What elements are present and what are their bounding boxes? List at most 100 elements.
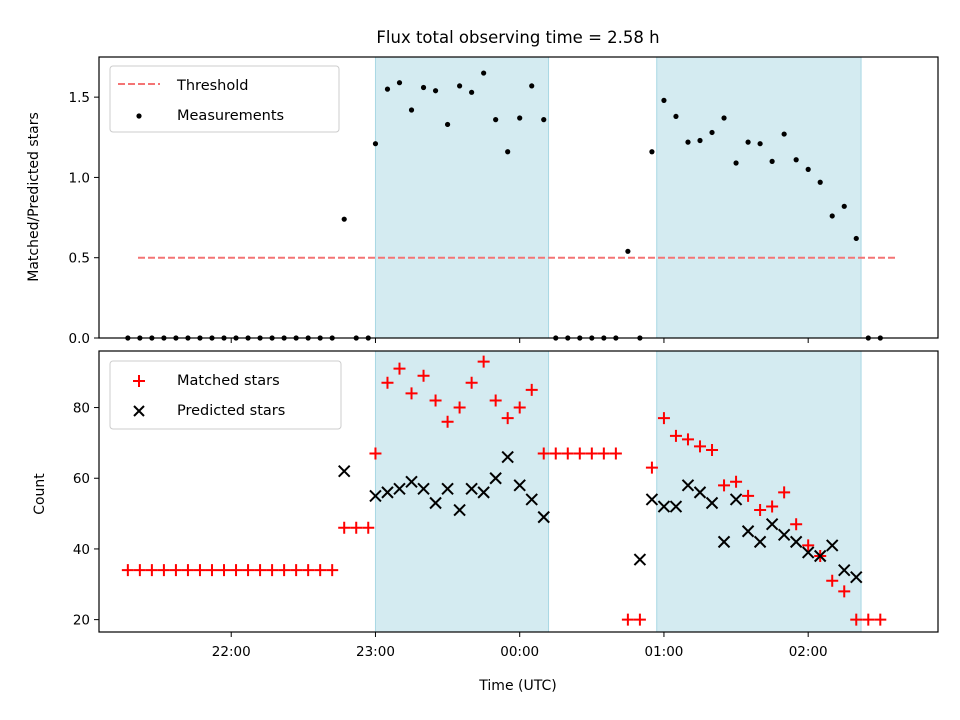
matched-star-point: [573, 447, 586, 460]
y-tick-label: 80: [73, 401, 90, 417]
matched-star-point: [417, 369, 430, 382]
matched-star-point: [477, 355, 490, 368]
predicted-star-point: [729, 493, 743, 506]
top-legend-box: [109, 65, 340, 133]
matched-star-point: [694, 440, 707, 453]
measurement-point: [661, 97, 667, 103]
measurement-point: [457, 83, 463, 89]
predicted-star-point: [645, 493, 659, 506]
measurement-point: [829, 213, 835, 219]
matched-star-point: [205, 564, 218, 577]
predicted-star-point: [633, 553, 647, 566]
measurement-point: [396, 80, 403, 86]
measurement-point: [384, 86, 391, 92]
matched-star-point: [597, 447, 610, 460]
observing-window-2: [656, 350, 862, 633]
predicted-star-point: [453, 503, 466, 517]
predicted-star-point: [813, 549, 827, 563]
matched-star-point: [766, 500, 779, 513]
matched-star-point: [537, 447, 550, 460]
matched-star-point: [314, 564, 327, 577]
matched-star-point: [193, 564, 206, 577]
x-tick-label: 02:00: [789, 644, 828, 660]
matched-star-point: [657, 412, 670, 425]
bottom-plot-frame: [98, 350, 939, 633]
measurement-point: [541, 117, 547, 123]
matched-star-point: [350, 521, 363, 534]
measurement-point: [673, 113, 679, 120]
predicted-star-point: [429, 496, 442, 510]
predicted-star-point: [789, 535, 803, 549]
measurement-point: [432, 88, 439, 94]
matched-star-point: [778, 486, 791, 499]
matched-star-point: [369, 447, 382, 460]
predicted-star-point: [801, 546, 815, 559]
top-x-ticks: [230, 338, 809, 343]
top-panel: 0.0 0.5 1.0 1.5 Matched/Predicted stars Thr…: [26, 56, 939, 347]
measurement-point: [853, 235, 859, 242]
measurement-point: [745, 139, 751, 145]
predicted-star-point: [741, 525, 755, 538]
measurement-point: [781, 131, 787, 137]
measurement-point: [517, 115, 523, 121]
predicted-star-point: [405, 475, 418, 488]
bottom-y-axis-label: Count: [32, 473, 48, 515]
matched-star-point: [802, 539, 815, 552]
matched-star-point: [145, 564, 158, 577]
bottom-panel: 20 40 60 80 22:00 23:00 00:00 01:00 02:00 Count…: [32, 350, 939, 694]
matched-star-point: [181, 564, 194, 577]
predicted-star-point: [393, 482, 406, 496]
measurement-point: [505, 149, 511, 155]
matched-star-point: [453, 401, 466, 414]
matched-star-point: [230, 564, 243, 577]
matched-star-point: [218, 564, 231, 577]
matched-star-point: [326, 564, 339, 577]
matched-star-point: [513, 401, 526, 414]
measurement-point: [793, 157, 799, 163]
predicted-star-point: [417, 482, 430, 496]
predicted-star-point: [826, 539, 839, 552]
measurement-point: [721, 115, 727, 121]
matched-star-point: [585, 447, 598, 460]
predicted-star-point: [693, 486, 707, 499]
predicted-star-point: [489, 472, 502, 485]
predicted-star-point: [669, 500, 683, 513]
bottom-y-axis: 20 40 60 80: [73, 401, 99, 629]
predicted-star-point: [537, 510, 550, 524]
measurement-point: [341, 216, 347, 222]
predicted-star-point: [501, 450, 514, 464]
matched-star-point: [302, 564, 315, 577]
matched-star-point: [290, 564, 303, 577]
matched-star-point: [266, 564, 279, 577]
measurement-point: [649, 149, 655, 155]
top-y-axis: 0.0 0.5 1.0 1.5: [69, 90, 99, 347]
matched-star-point: [501, 412, 514, 425]
matched-star-point: [278, 564, 291, 577]
matched-star-point: [790, 518, 803, 531]
measurement-point: [444, 121, 451, 128]
matched-star-point: [465, 376, 478, 389]
matched-star-point: [157, 564, 170, 577]
top-y-axis-label: Matched/Predicted stars: [26, 112, 42, 282]
measurements-legend-label: Measurements: [177, 108, 284, 124]
matched-star-point: [242, 564, 255, 577]
measurement-point: [408, 107, 415, 113]
matched-star-point: [645, 461, 658, 474]
predicted-star-point: [838, 563, 851, 577]
observing-window-2: [656, 56, 862, 339]
predicted-star-point: [657, 500, 671, 513]
matched-star-point: [633, 613, 646, 626]
threshold-legend-label: Threshold: [176, 78, 248, 94]
top-observing-windows: [374, 56, 862, 339]
matched-star-point: [405, 387, 418, 400]
y-tick-label: 20: [73, 613, 90, 629]
bottom-x-axis: 22:00 23:00 00:00 01:00 02:00: [212, 632, 828, 660]
x-tick-label: 01:00: [644, 644, 683, 660]
predicted-star-point: [705, 496, 719, 510]
matched-star-point: [826, 574, 839, 587]
matched-star-point: [621, 613, 634, 626]
matched-star-point: [549, 447, 562, 460]
measurement-point: [372, 141, 379, 147]
measurement-point: [841, 203, 847, 209]
